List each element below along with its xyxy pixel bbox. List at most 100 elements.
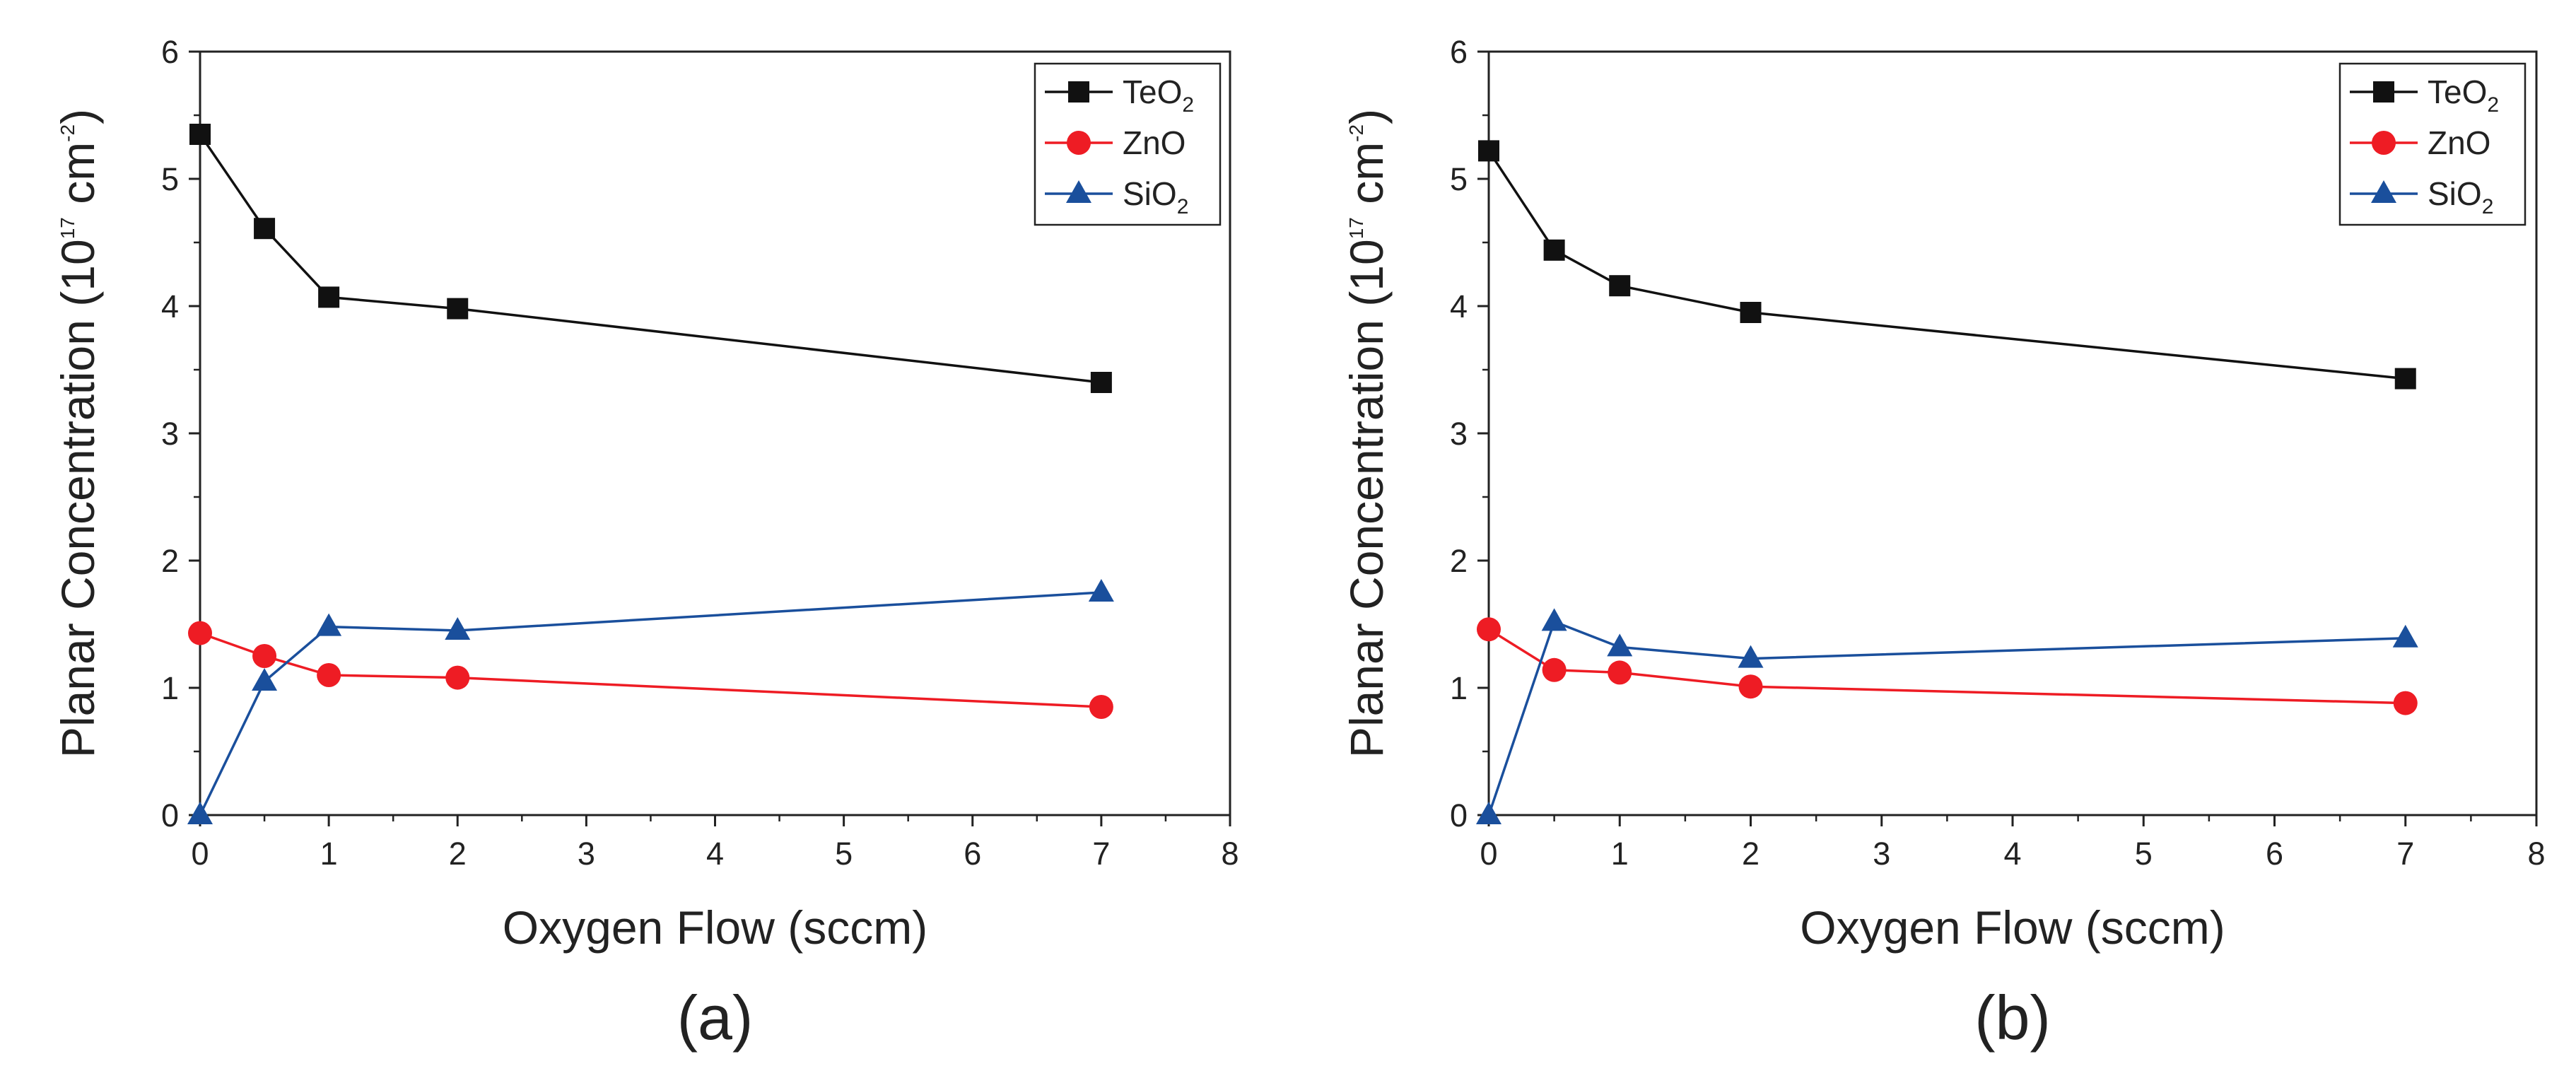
x-tick-label: 6	[2266, 836, 2283, 872]
data-point	[1088, 579, 1114, 602]
series-sio2	[187, 579, 1114, 824]
y-tick-label: 6	[161, 34, 179, 70]
y-tick-label: 1	[1450, 670, 1468, 706]
x-tick-label: 1	[1611, 836, 1629, 872]
data-point	[1738, 674, 1763, 699]
x-axis-title: Oxygen Flow (sccm)	[1800, 901, 2225, 954]
x-tick-label: 5	[835, 836, 853, 872]
y-axis-title-unit: cm	[52, 142, 104, 217]
data-point	[1541, 608, 1567, 631]
y-tick-label: 1	[161, 670, 179, 706]
y-tick-label: 2	[161, 543, 179, 579]
x-tick-label: 7	[1092, 836, 1110, 872]
y-axis-title: Planar Concentration (1017 cm-2)	[1340, 109, 1393, 758]
legend-marker	[1068, 81, 1089, 103]
data-point	[1089, 695, 1113, 719]
y-axis-title-exponent: 17	[1345, 217, 1367, 239]
y-axis-title-close: )	[52, 109, 104, 124]
y-tick-label: 4	[161, 288, 179, 324]
series-line	[199, 134, 1102, 384]
series-line	[1487, 150, 2406, 380]
legend-label-name: TeO	[2428, 74, 2487, 110]
x-axis-title: Oxygen Flow (sccm)	[503, 901, 927, 954]
data-point	[254, 218, 276, 240]
panel-label: (a)	[677, 983, 754, 1053]
x-tick-label: 1	[320, 836, 338, 872]
y-tick-label: 6	[1450, 34, 1468, 70]
x-tick-label: 7	[2396, 836, 2414, 872]
y-axis-title-unit-exponent: -2	[1345, 124, 1367, 142]
data-point	[1609, 275, 1631, 297]
y-tick-label: 2	[1450, 543, 1468, 579]
data-point	[1476, 802, 1501, 824]
legend-marker	[2372, 131, 2396, 155]
legend-label-subscript: 2	[1182, 93, 1194, 117]
x-tick-label: 5	[2135, 836, 2153, 872]
legend-marker	[1066, 180, 1091, 203]
data-point	[1543, 239, 1565, 261]
y-tick-label: 4	[1450, 288, 1468, 324]
x-tick-label: 8	[2527, 836, 2545, 872]
legend-label-subscript: 2	[2482, 195, 2494, 218]
data-point	[317, 663, 341, 687]
data-point	[1477, 617, 1501, 642]
legend-label: TeO2	[1123, 74, 1194, 117]
data-point	[447, 298, 469, 320]
data-point	[445, 665, 470, 690]
data-point	[1608, 660, 1632, 685]
legend-label: ZnO	[2428, 124, 2490, 161]
x-tick-label: 8	[1221, 836, 1239, 872]
series-sio2	[1476, 608, 2418, 824]
data-point	[1738, 645, 1764, 668]
data-point	[252, 644, 277, 668]
series-zno	[1477, 617, 2418, 715]
legend-frame	[2338, 62, 2527, 226]
panel-label: (b)	[1974, 983, 2051, 1053]
y-tick-label: 3	[1450, 416, 1468, 452]
legend-marker	[2373, 81, 2394, 103]
data-point	[1740, 302, 1762, 323]
chart-panel-a: 0 1 2 3 4 5 6 7 8 0 1 2 3 4 5 6 Oxygen Flow (sccm) Planar…	[52, 34, 1239, 1053]
data-point	[1478, 140, 1499, 162]
data-point	[2394, 368, 2416, 390]
data-point	[318, 286, 340, 308]
data-point	[189, 124, 211, 145]
data-point	[2393, 691, 2418, 715]
y-tick-label: 5	[1450, 161, 1468, 197]
x-tick-label: 0	[1480, 836, 1497, 872]
x-tick-label: 3	[1873, 836, 1890, 872]
data-point	[316, 613, 342, 636]
data-point	[2392, 624, 2418, 648]
legend-label-name: SiO	[1123, 175, 1177, 212]
y-axis-title-main: Planar Concentration (10	[1340, 239, 1393, 758]
data-point	[252, 668, 278, 691]
legend-marker	[2371, 180, 2396, 203]
y-axis-title-exponent: 17	[57, 217, 78, 239]
x-tick-label: 2	[449, 836, 467, 872]
legend-label-name: SiO	[2428, 175, 2482, 212]
legend-label-name: ZnO	[2428, 124, 2490, 161]
series-teo2	[1478, 140, 2416, 390]
legend-label: ZnO	[1123, 124, 1185, 161]
y-tick-label: 5	[161, 161, 179, 197]
legend-marker	[1067, 131, 1091, 155]
series-teo2	[189, 124, 1112, 393]
y-tick-label: 3	[161, 416, 179, 452]
y-axis-title-unit-exponent: -2	[57, 124, 78, 142]
legend: TeO2 ZnO SiO2	[2338, 62, 2527, 226]
legend-label: SiO2	[1123, 175, 1188, 218]
legend-frame	[1034, 62, 1222, 226]
x-tick-label: 4	[706, 836, 724, 872]
x-tick-label: 6	[964, 836, 981, 872]
y-axis-title: Planar Concentration (1017 cm-2)	[52, 109, 104, 758]
data-point	[187, 802, 213, 824]
y-axis-title-main: Planar Concentration (10	[52, 239, 104, 758]
legend-label-subscript: 2	[1177, 195, 1189, 218]
y-axis-title-unit: cm	[1340, 142, 1393, 217]
legend-label: TeO2	[2428, 74, 2499, 117]
x-tick-label: 4	[2003, 836, 2021, 872]
legend-label-name: ZnO	[1123, 124, 1185, 161]
data-point	[1090, 372, 1112, 393]
legend-label-name: TeO	[1123, 74, 1182, 110]
